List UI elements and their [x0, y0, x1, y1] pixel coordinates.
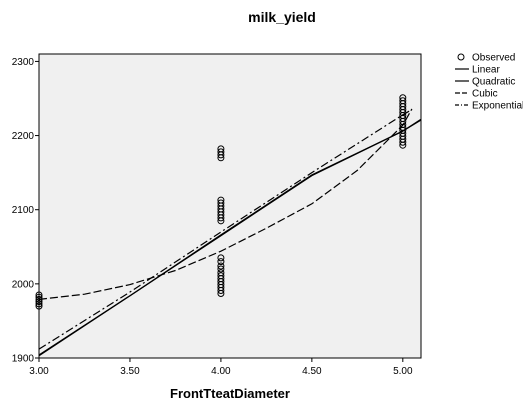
- x-tick-label: 4.00: [211, 366, 231, 377]
- observed-points: [35, 94, 407, 310]
- y-tick-label: 2100: [12, 205, 35, 216]
- observed-point: [35, 293, 43, 301]
- y-tick-label: 1900: [12, 354, 35, 365]
- observed-point: [217, 199, 225, 207]
- observed-point: [217, 269, 225, 277]
- series-line-cubic: [39, 108, 413, 300]
- y-tick-label: 2000: [12, 279, 35, 290]
- observed-point: [217, 145, 225, 153]
- x-tick-label: 4.50: [302, 366, 322, 377]
- y-tick-label: 2300: [12, 57, 35, 68]
- chart-title: milk_yield: [248, 9, 316, 25]
- legend-marker-observed: [457, 53, 465, 61]
- x-tick-label: 3.50: [120, 366, 140, 377]
- observed-point: [217, 262, 225, 270]
- y-axis: 1900 2000 2100 2200 2300: [12, 57, 39, 365]
- observed-point: [399, 97, 407, 105]
- legend-label-quadratic: Quadratic: [472, 77, 515, 88]
- legend-label-linear: Linear: [472, 65, 500, 76]
- observed-point: [217, 196, 225, 204]
- observed-point: [399, 94, 407, 102]
- x-tick-label: 3.00: [29, 366, 49, 377]
- observed-point: [35, 291, 43, 299]
- observed-point: [35, 302, 43, 310]
- observed-point: [217, 148, 225, 156]
- series-line-exponential: [39, 109, 413, 350]
- observed-point: [35, 298, 43, 306]
- legend-label-cubic: Cubic: [472, 89, 498, 100]
- observed-point: [217, 254, 225, 262]
- observed-point: [35, 300, 43, 308]
- x-axis-title: FrontTteatDiameter: [170, 386, 290, 401]
- x-tick-label: 5.00: [393, 366, 413, 377]
- legend-label-exponential: Exponential: [472, 101, 523, 112]
- x-axis: 3.00 3.50 4.00 4.50 5.00: [29, 358, 413, 377]
- plot-area: [38, 53, 422, 359]
- legend-label-observed: Observed: [472, 53, 515, 64]
- observed-point: [217, 272, 225, 280]
- observed-point: [217, 265, 225, 273]
- y-tick-label: 2200: [12, 131, 35, 142]
- observed-point: [35, 295, 43, 303]
- observed-point: [217, 258, 225, 266]
